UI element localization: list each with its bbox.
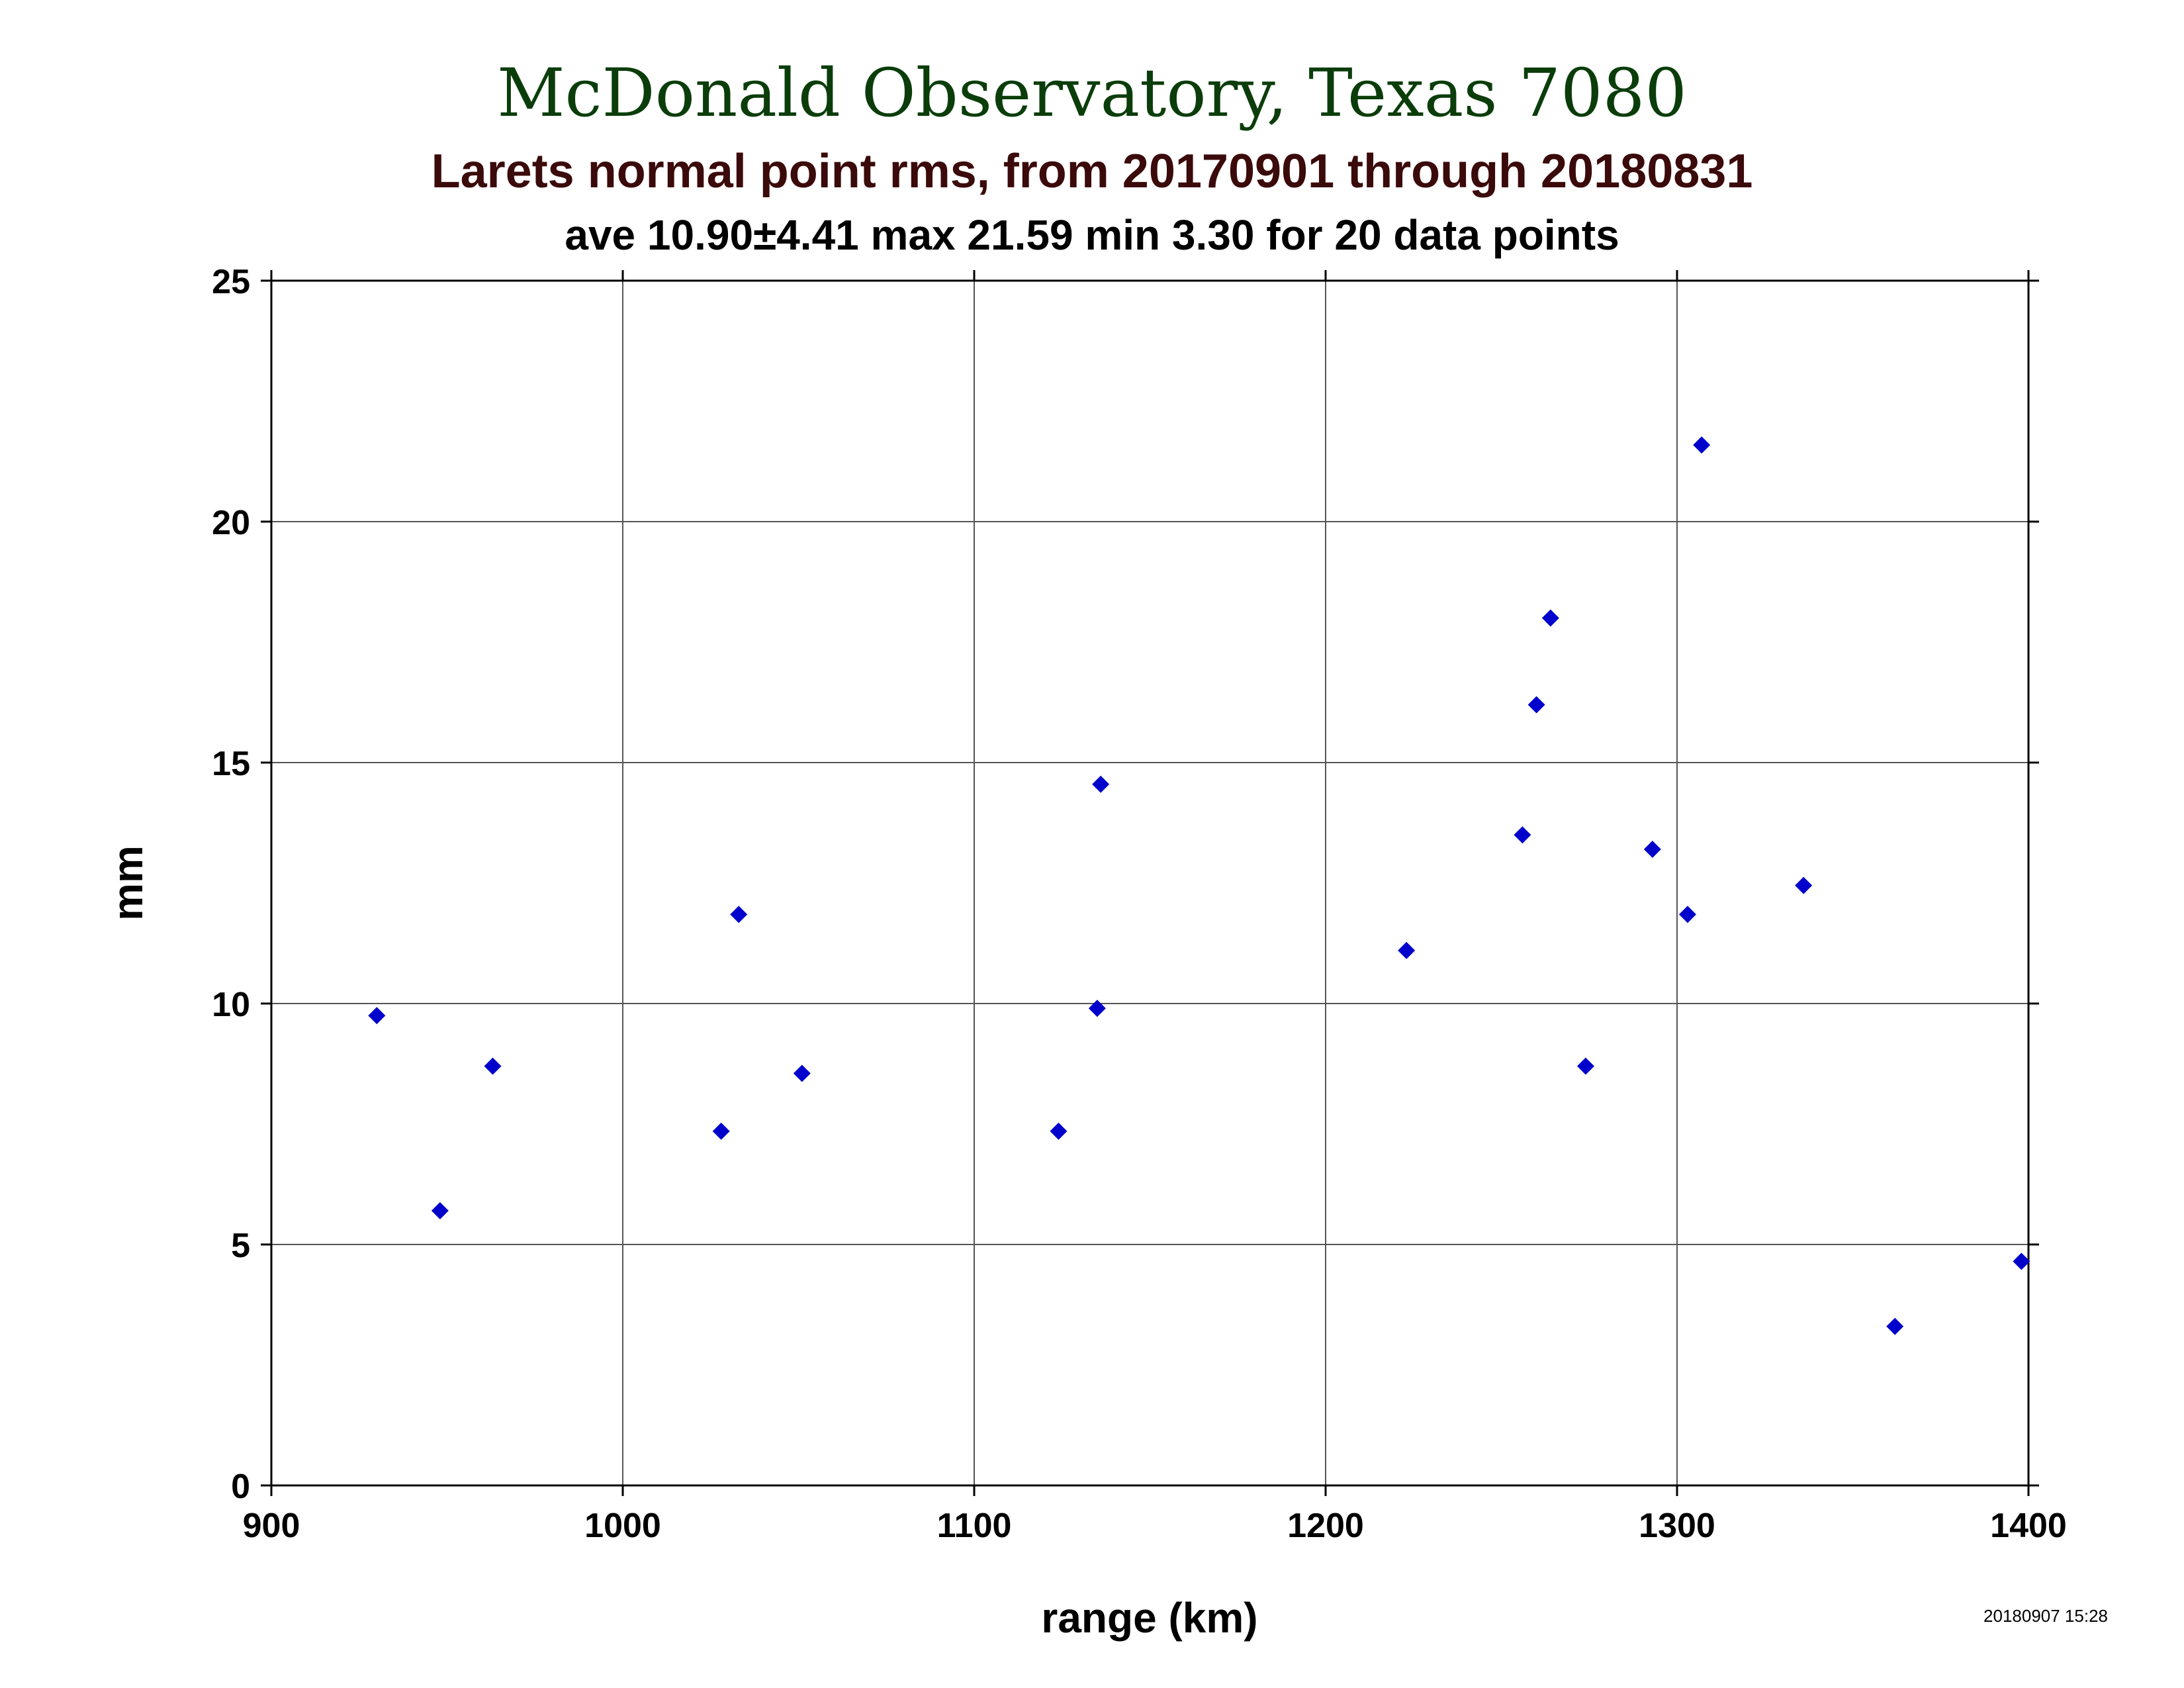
y-tick-label: 15 (212, 745, 250, 783)
data-point (1643, 841, 1661, 859)
data-point (1576, 1057, 1594, 1075)
data-point (1092, 775, 1110, 793)
chart-subtitle: Larets normal point rms, from 20170901 t… (432, 145, 1753, 198)
y-tick-label: 10 (212, 986, 250, 1024)
data-points (368, 436, 2030, 1335)
data-point (1541, 609, 1559, 627)
data-point (1088, 1000, 1106, 1017)
x-tick-label: 1200 (1287, 1507, 1364, 1545)
y-tick-label: 20 (212, 504, 250, 542)
data-point (1693, 436, 1711, 454)
x-tick-label: 1400 (1990, 1507, 2067, 1545)
data-point (484, 1057, 502, 1075)
data-point (1795, 876, 1813, 894)
data-point (431, 1202, 449, 1220)
plot-frame (270, 279, 2030, 1487)
data-point (1886, 1317, 1904, 1335)
y-tick-labels: 0 5 10 15 20 25 (212, 263, 250, 1506)
chart-title: McDonald Observatory, Texas 7080 (497, 54, 1687, 132)
y-tick-label: 25 (212, 263, 250, 301)
y-axis-label: mm (104, 845, 152, 921)
y-tick-label: 5 (231, 1227, 250, 1265)
data-point (2013, 1252, 2030, 1270)
stats-line: ave 10.90±4.41 max 21.59 min 3.30 for 20… (565, 211, 1619, 259)
timestamp: 20180907 15:28 (1983, 1606, 2108, 1626)
data-point (1678, 906, 1696, 923)
data-point (368, 1007, 386, 1025)
y-tick-label: 0 (231, 1468, 250, 1506)
x-tick-label: 1300 (1639, 1507, 1715, 1545)
data-point (1514, 826, 1531, 844)
data-point (730, 906, 748, 923)
data-point (793, 1064, 811, 1082)
x-tick-labels: 900 1000 1100 1200 1300 1400 (243, 1507, 2067, 1545)
data-point (1398, 941, 1416, 959)
axis-ticks (261, 270, 2039, 1496)
data-point (1050, 1122, 1068, 1140)
x-tick-label: 1000 (584, 1507, 661, 1545)
data-point (712, 1122, 730, 1140)
grid (271, 280, 2029, 1486)
x-tick-label: 900 (243, 1507, 300, 1545)
x-tick-label: 1100 (937, 1507, 1012, 1545)
data-point (1527, 696, 1545, 714)
x-axis-label: range (km) (1041, 1594, 1257, 1642)
